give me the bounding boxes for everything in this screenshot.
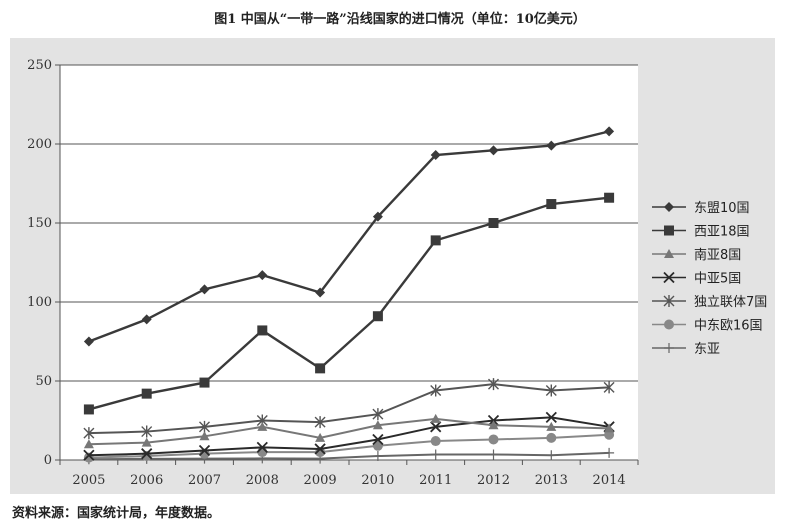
data-point (141, 448, 153, 460)
legend-label: 西亚18国 (694, 225, 750, 240)
x-tick-label: 2007 (188, 473, 221, 488)
data-point (372, 433, 384, 446)
series-line (88, 416, 610, 457)
series-line (88, 433, 610, 459)
data-point (488, 449, 499, 460)
data-point (314, 443, 326, 455)
data-point (372, 211, 383, 222)
data-point (372, 420, 383, 430)
data-point (603, 381, 615, 394)
data-point (141, 388, 152, 399)
legend-marker (664, 225, 674, 236)
y-tick-label: 50 (35, 374, 52, 389)
data-point (314, 416, 326, 429)
series-line (88, 417, 610, 446)
data-point (315, 287, 326, 298)
x-tick-label: 2006 (130, 473, 163, 488)
data-point (83, 449, 95, 461)
data-point (488, 378, 499, 391)
data-point (83, 336, 94, 347)
x-tick-label: 2013 (535, 473, 568, 488)
data-point (372, 408, 384, 421)
data-point (141, 425, 153, 438)
legend-marker (664, 343, 674, 353)
legend-label: 中亚5国 (694, 272, 741, 287)
data-point (604, 447, 615, 458)
data-point (488, 218, 499, 228)
x-tick-label: 2008 (246, 473, 279, 488)
y-tick-label: 150 (27, 216, 52, 231)
y-tick-label: 250 (27, 58, 52, 73)
data-point (257, 325, 268, 336)
data-point (430, 384, 442, 397)
legend-label: 东亚 (694, 342, 720, 357)
data-point (199, 431, 210, 441)
data-point (141, 437, 152, 447)
x-tick-label: 2012 (477, 473, 510, 488)
data-point (488, 145, 499, 156)
data-point (83, 404, 94, 415)
x-tick-label: 2010 (361, 473, 394, 488)
plot-area (60, 65, 638, 460)
legend-marker (664, 319, 674, 330)
data-point (604, 126, 615, 137)
y-tick-label: 100 (27, 295, 52, 310)
data-point (430, 150, 441, 161)
legend-label: 东盟10国 (694, 201, 750, 216)
data-point (430, 436, 441, 447)
x-tick-label: 2014 (593, 473, 626, 488)
legend-marker (664, 202, 674, 212)
data-point (256, 441, 268, 453)
series-line (88, 383, 610, 435)
legend-marker (663, 271, 675, 284)
data-point (604, 423, 615, 433)
data-point (546, 450, 557, 461)
x-tick-label: 2009 (304, 473, 337, 488)
data-point (488, 434, 499, 445)
data-point (83, 439, 94, 449)
data-point (604, 192, 615, 203)
data-point (546, 199, 557, 210)
data-point (199, 284, 210, 295)
data-point (430, 413, 441, 423)
x-tick-label: 2005 (72, 473, 105, 488)
data-point (315, 432, 326, 442)
data-point (257, 421, 268, 431)
legend-label: 南亚8国 (694, 247, 741, 263)
data-point (198, 444, 211, 457)
data-point (430, 235, 441, 246)
data-point (83, 427, 95, 440)
y-tick-label: 200 (27, 137, 52, 152)
data-point (430, 449, 441, 460)
chart-title: 图1 中国从“一带一路”沿线国家的进口情况（单位：10亿美元） (214, 12, 586, 27)
legend-marker (663, 295, 675, 307)
x-tick-label: 2011 (419, 473, 452, 488)
series-line (88, 196, 610, 411)
legend-marker (664, 249, 674, 258)
legend-label: 中东欧16国 (694, 319, 763, 334)
legend-label: 独立联体7国 (694, 295, 767, 310)
data-point (372, 311, 383, 322)
data-point (199, 377, 210, 388)
data-point (488, 420, 499, 430)
data-point (546, 432, 557, 443)
data-point (545, 411, 557, 423)
y-tick-label: 0 (44, 453, 52, 468)
source-note: 资料来源：国家统计局，年度数据。 (12, 506, 221, 521)
data-point (430, 421, 442, 433)
data-point (257, 270, 268, 281)
data-point (546, 140, 557, 151)
data-point (199, 420, 210, 433)
data-point (546, 421, 557, 431)
data-point (545, 384, 557, 397)
series-line (88, 451, 610, 461)
data-point (372, 451, 383, 462)
data-point (372, 440, 383, 451)
data-point (315, 363, 326, 374)
data-point (141, 314, 152, 325)
series-line (88, 130, 610, 343)
